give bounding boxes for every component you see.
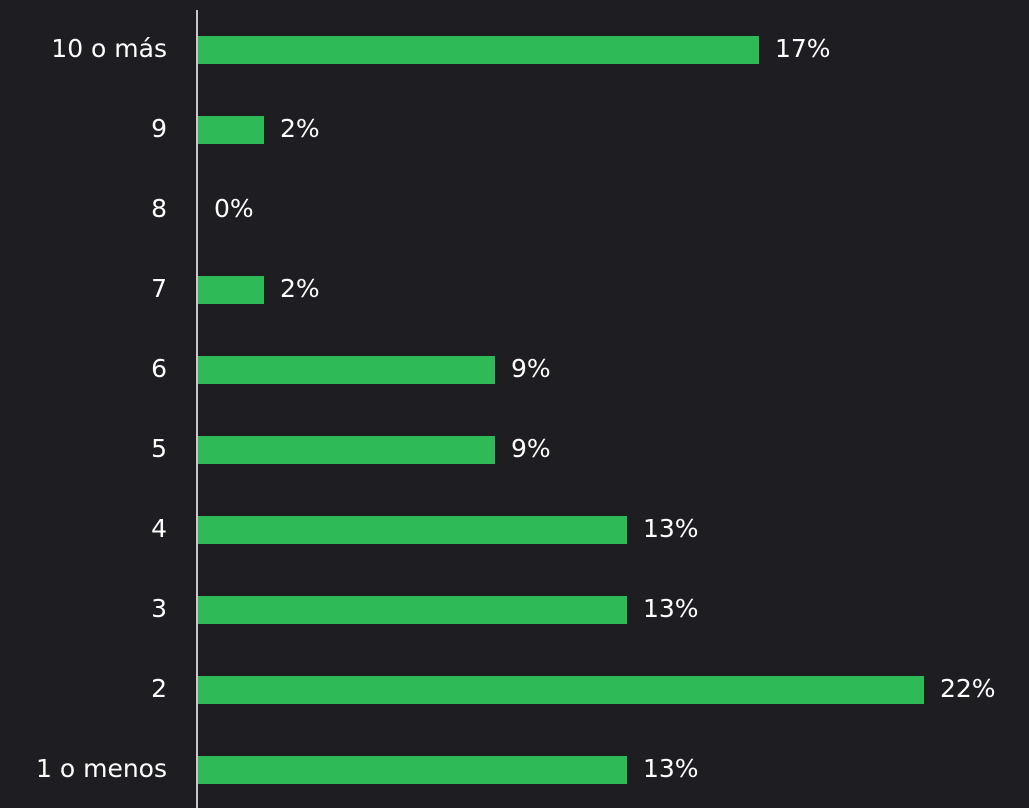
value-label: 13% [643, 594, 699, 623]
value-label: 9% [511, 354, 551, 383]
value-label: 2% [280, 274, 320, 303]
y-tick-label: 10 o más [51, 34, 167, 63]
y-tick-label: 6 [151, 354, 167, 383]
bar [198, 36, 759, 64]
bar [198, 436, 495, 464]
value-label: 2% [280, 114, 320, 143]
y-tick-label: 2 [151, 674, 167, 703]
bar [198, 276, 264, 304]
bar [198, 596, 627, 624]
y-tick-label: 9 [151, 114, 167, 143]
y-tick-label: 7 [151, 274, 167, 303]
bar [198, 356, 495, 384]
bar [198, 116, 264, 144]
value-label: 9% [511, 434, 551, 463]
y-tick-label: 3 [151, 594, 167, 623]
value-label: 22% [940, 674, 996, 703]
value-label: 13% [643, 514, 699, 543]
y-tick-label: 1 o menos [36, 754, 167, 783]
value-label: 0% [214, 194, 254, 223]
value-label: 13% [643, 754, 699, 783]
bar [198, 676, 924, 704]
bar [198, 756, 627, 784]
value-label: 17% [775, 34, 831, 63]
y-tick-label: 5 [151, 434, 167, 463]
y-tick-label: 4 [151, 514, 167, 543]
bar [198, 516, 627, 544]
y-tick-label: 8 [151, 194, 167, 223]
